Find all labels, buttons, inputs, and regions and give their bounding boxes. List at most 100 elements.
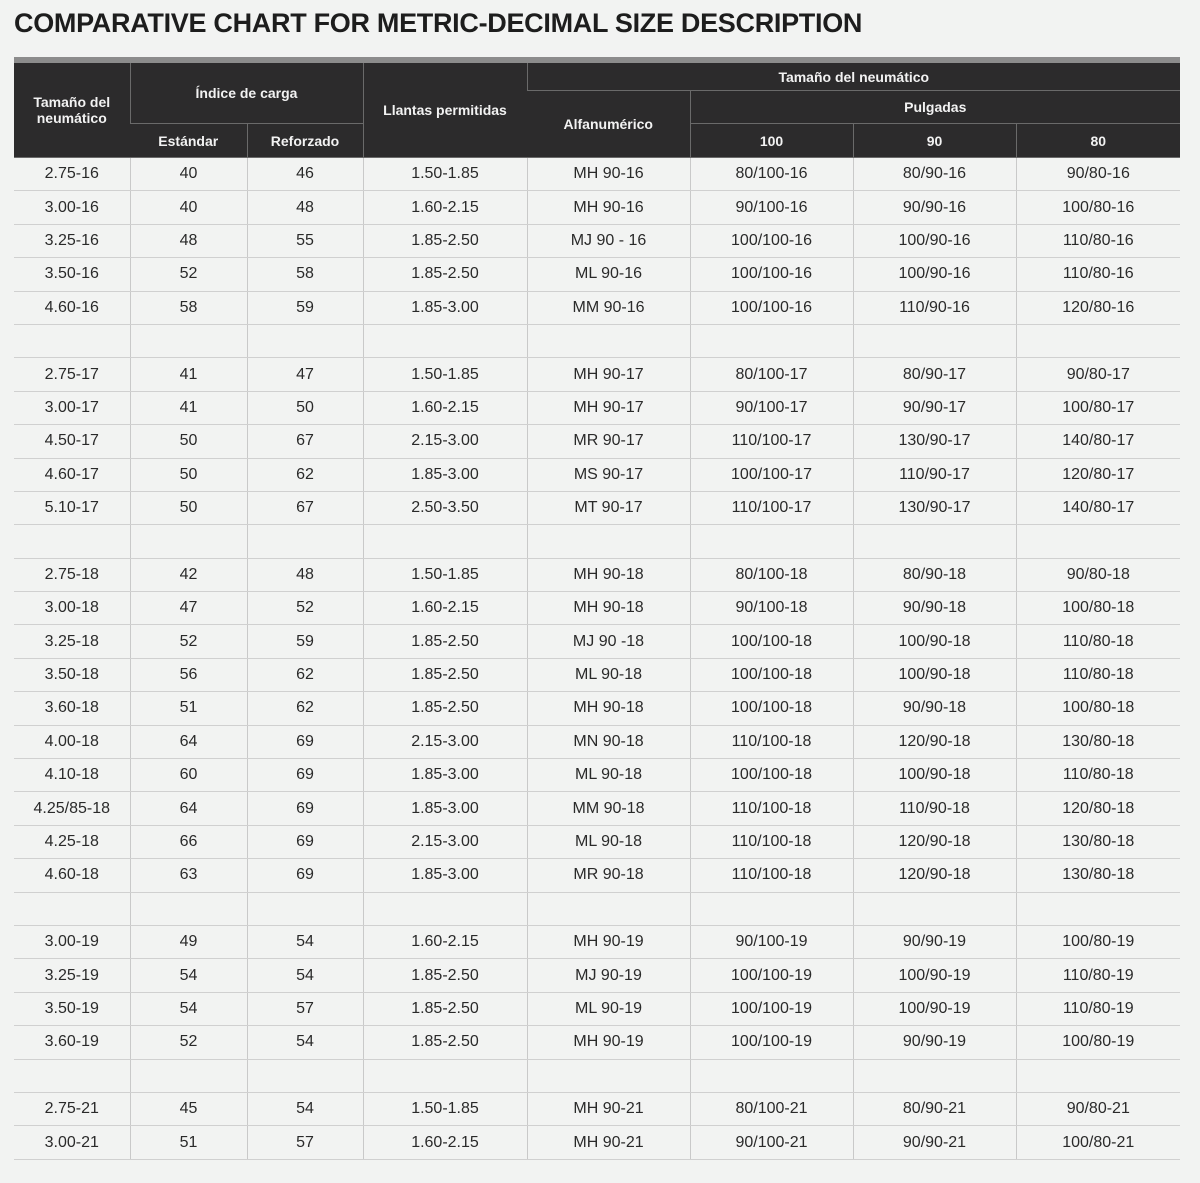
cell-load-standard: 40 (129, 190, 247, 225)
cell-rims: 1.85-3.00 (362, 791, 527, 826)
cell-size-90: 110/90-18 (852, 791, 1016, 826)
empty-cell (14, 524, 130, 559)
empty-cell (129, 892, 247, 926)
cell-size-90: 100/90-19 (852, 958, 1016, 993)
cell-load-standard: 52 (129, 1025, 247, 1060)
table-row: 2.75-21 45 54 1.50-1.85 MH 90-21 80/100-21 80/… (14, 1092, 1181, 1127)
cell-load-standard: 63 (129, 858, 247, 893)
cell-size-100: 100/100-19 (689, 958, 853, 993)
cell-size-80: 130/80-18 (1015, 825, 1181, 860)
cell-size-100: 100/100-16 (689, 291, 853, 325)
cell-size-100: 80/100-21 (689, 1092, 853, 1127)
header-tire-size: Tamaño del neumático (14, 57, 130, 158)
cell-alphanumeric: MH 90-21 (526, 1092, 690, 1127)
cell-size-90: 100/90-19 (852, 992, 1016, 1027)
cell-load-reinforced: 46 (246, 157, 363, 192)
cell-size-100: 100/100-17 (689, 458, 853, 492)
cell-load-reinforced: 69 (246, 858, 363, 893)
cell-load-standard: 64 (129, 725, 247, 760)
cell-rims: 2.50-3.50 (362, 491, 527, 526)
cell-load-reinforced: 48 (246, 558, 363, 593)
cell-rims: 1.85-3.00 (362, 458, 527, 492)
cell-rims: 2.15-3.00 (362, 725, 527, 760)
cell-alphanumeric: ML 90-19 (526, 992, 690, 1027)
empty-cell (246, 524, 363, 559)
cell-alphanumeric: MH 90-19 (526, 925, 690, 960)
cell-load-standard: 54 (129, 992, 247, 1027)
cell-load-reinforced: 67 (246, 491, 363, 526)
cell-tire-size: 4.60-18 (14, 858, 130, 893)
cell-alphanumeric: MH 90-21 (526, 1125, 690, 1160)
cell-size-100: 80/100-16 (689, 157, 853, 192)
empty-cell (14, 1059, 130, 1093)
empty-cell (526, 892, 690, 926)
table-row: 4.00-18 64 69 2.15-3.00 MN 90-18 110/100-18 12… (14, 725, 1181, 760)
cell-size-80: 90/80-17 (1015, 357, 1181, 392)
cell-size-100: 80/100-17 (689, 357, 853, 392)
cell-tire-size: 3.25-19 (14, 958, 130, 993)
cell-size-90: 90/90-18 (852, 591, 1016, 626)
empty-cell (129, 324, 247, 359)
cell-load-reinforced: 67 (246, 424, 363, 459)
cell-size-100: 100/100-19 (689, 1025, 853, 1060)
cell-tire-size: 3.60-18 (14, 691, 130, 726)
cell-tire-size: 3.60-19 (14, 1025, 130, 1060)
cell-load-standard: 64 (129, 791, 247, 826)
cell-tire-size: 4.25-18 (14, 825, 130, 860)
header-inches: Pulgadas (689, 90, 1181, 124)
cell-load-reinforced: 69 (246, 758, 363, 793)
cell-size-100: 110/100-18 (689, 858, 853, 893)
table-row: 3.00-21 51 57 1.60-2.15 MH 90-21 90/100-21 90/… (14, 1125, 1181, 1160)
table-body: 2.75-16 40 46 1.50-1.85 MH 90-16 80/100-16 80/… (14, 157, 1181, 1160)
cell-load-standard: 52 (129, 624, 247, 659)
cell-alphanumeric: MJ 90 -18 (526, 624, 690, 659)
table-row: 2.75-16 40 46 1.50-1.85 MH 90-16 80/100-16 80/… (14, 157, 1181, 192)
cell-tire-size: 4.10-18 (14, 758, 130, 793)
cell-alphanumeric: ML 90-16 (526, 257, 690, 292)
table-row: 3.00-19 49 54 1.60-2.15 MH 90-19 90/100-19 90/… (14, 925, 1181, 960)
cell-load-standard: 51 (129, 1125, 247, 1160)
table-row: 3.00-17 41 50 1.60-2.15 MH 90-17 90/100-17 90/… (14, 391, 1181, 426)
separator-row (14, 1059, 1181, 1093)
cell-rims: 1.85-2.50 (362, 1025, 527, 1060)
cell-size-90: 80/90-18 (852, 558, 1016, 593)
cell-load-standard: 41 (129, 391, 247, 426)
page-title: COMPARATIVE CHART FOR METRIC-DECIMAL SIZ… (14, 8, 863, 38)
cell-rims: 1.85-2.50 (362, 992, 527, 1027)
cell-size-80: 100/80-19 (1015, 1025, 1181, 1060)
cell-size-90: 120/90-18 (852, 858, 1016, 893)
cell-size-80: 110/80-16 (1015, 224, 1181, 259)
cell-size-90: 100/90-16 (852, 257, 1016, 292)
cell-load-reinforced: 50 (246, 391, 363, 426)
cell-alphanumeric: MR 90-17 (526, 424, 690, 459)
cell-load-reinforced: 62 (246, 458, 363, 492)
cell-load-standard: 50 (129, 424, 247, 459)
separator-row (14, 524, 1181, 559)
cell-alphanumeric: MH 90-16 (526, 190, 690, 225)
table-row: 3.25-16 48 55 1.85-2.50 MJ 90 - 16 100/100-16… (14, 224, 1181, 259)
cell-alphanumeric: MH 90-19 (526, 1025, 690, 1060)
table-row: 3.50-16 52 58 1.85-2.50 ML 90-16 100/100-16 10… (14, 257, 1181, 292)
cell-rims: 1.85-3.00 (362, 758, 527, 793)
cell-tire-size: 4.00-18 (14, 725, 130, 760)
cell-size-100: 90/100-18 (689, 591, 853, 626)
cell-load-standard: 66 (129, 825, 247, 860)
cell-size-80: 90/80-21 (1015, 1092, 1181, 1127)
cell-load-reinforced: 69 (246, 725, 363, 760)
cell-size-80: 100/80-18 (1015, 591, 1181, 626)
cell-load-standard: 48 (129, 224, 247, 259)
cell-size-90: 110/90-16 (852, 291, 1016, 325)
cell-size-90: 100/90-18 (852, 758, 1016, 793)
separator-row (14, 324, 1181, 359)
table-row: 3.50-19 54 57 1.85-2.50 ML 90-19 100/100-19 10… (14, 992, 1181, 1027)
cell-size-90: 130/90-17 (852, 424, 1016, 459)
empty-cell (246, 1059, 363, 1093)
cell-size-100: 100/100-18 (689, 758, 853, 793)
cell-tire-size: 3.25-18 (14, 624, 130, 659)
size-comparison-table: Tamaño del neumático Índice de carga Lla… (14, 57, 1181, 1160)
table-row: 2.75-18 42 48 1.50-1.85 MH 90-18 80/100-18 80/… (14, 558, 1181, 593)
cell-size-90: 90/90-16 (852, 190, 1016, 225)
cell-load-reinforced: 54 (246, 925, 363, 960)
cell-load-reinforced: 69 (246, 825, 363, 860)
cell-size-80: 120/80-16 (1015, 291, 1181, 325)
